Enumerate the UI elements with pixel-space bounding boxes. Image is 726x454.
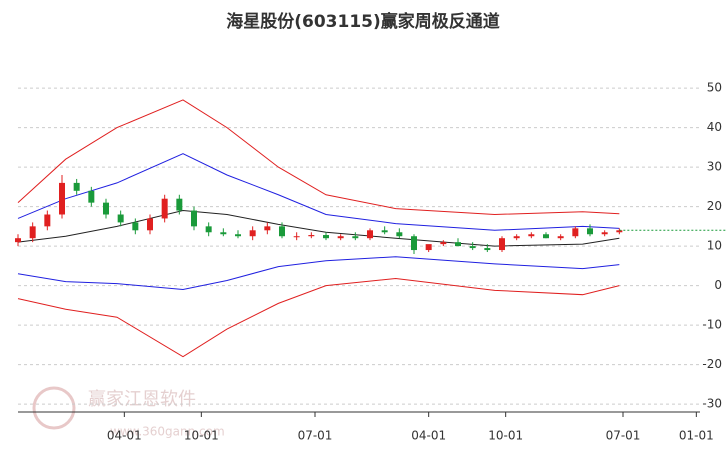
candle-body [249, 230, 256, 237]
candle-body [367, 230, 373, 239]
channel-line [17, 256, 620, 291]
candle-body [601, 232, 608, 235]
candle-body [455, 242, 461, 247]
candle-body [191, 210, 197, 227]
candle-body [469, 246, 476, 249]
candle-body [176, 198, 183, 211]
candle-body [15, 238, 21, 243]
candle-body [73, 182, 80, 191]
candle-body [264, 226, 271, 231]
candle-body [499, 238, 505, 251]
candle-body [235, 234, 241, 237]
candle-body [117, 214, 124, 223]
candle-body [293, 236, 300, 238]
x-tick-label: 07-01 [298, 429, 333, 443]
y-tick-label: 10 [707, 239, 722, 253]
watermark-logo [32, 386, 76, 430]
candle-body [29, 226, 36, 239]
candle-body [543, 234, 549, 239]
candle-body [147, 218, 153, 231]
chart-title: 海星股份(603115)赢家周极反通道 [226, 11, 500, 32]
watermark-url: www.360gann.com [110, 425, 225, 439]
candle-body [396, 232, 403, 237]
candle-body [557, 236, 564, 239]
y-tick-label: 30 [707, 160, 722, 174]
candle-body [616, 230, 623, 233]
y-tick-label: 50 [707, 81, 722, 95]
x-tick-label: 10-01 [184, 429, 219, 443]
candle-body [528, 234, 535, 237]
x-tick-label: 04-01 [107, 429, 142, 443]
channel-line [17, 153, 620, 231]
candle-body [440, 242, 447, 245]
x-tick-label: 10-01 [488, 429, 523, 443]
channel-line [17, 99, 620, 216]
candle-body [337, 236, 344, 239]
channel-line [17, 210, 620, 247]
candle-body [308, 235, 315, 237]
y-tick-label: -20 [702, 357, 722, 371]
candle-body [132, 222, 139, 231]
y-tick-label: 0 [714, 278, 722, 292]
x-tick-label: 04-01 [411, 429, 446, 443]
x-tick-label: 07-01 [606, 429, 641, 443]
candle-body [161, 198, 168, 219]
y-tick-label: 40 [707, 120, 722, 134]
candle-body [411, 236, 417, 251]
candle-body [103, 202, 109, 215]
candle-body [220, 232, 227, 235]
candle-body [279, 226, 285, 237]
candle-body [88, 190, 95, 203]
candle-body [323, 235, 329, 239]
watermark: 赢家江恩软件 [88, 388, 196, 410]
candle-body [425, 244, 432, 251]
channel-line [17, 277, 620, 358]
y-tick-label: -10 [702, 318, 722, 332]
x-tick-label: 01-01 [679, 429, 714, 443]
candle-body [513, 236, 520, 239]
candle-body [587, 228, 593, 235]
candle-body [59, 182, 65, 215]
candle-body [484, 248, 491, 251]
candle-body [572, 228, 579, 237]
y-tick-label: 20 [707, 199, 722, 213]
candle-body [205, 226, 212, 233]
candle-body [381, 230, 388, 233]
candle-body [44, 214, 51, 227]
candle-body [352, 236, 359, 239]
y-tick-label: -30 [702, 397, 722, 411]
